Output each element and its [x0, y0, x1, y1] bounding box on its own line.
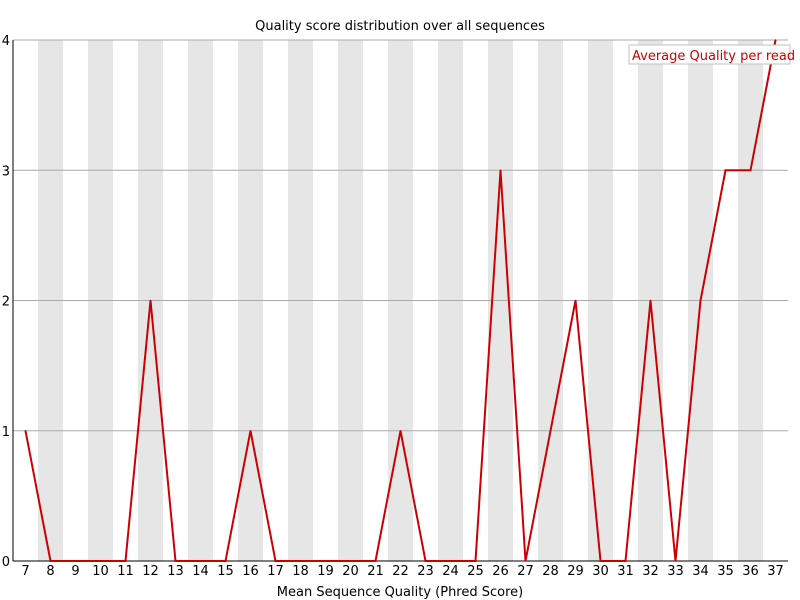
data-point-8: [49, 560, 52, 562]
data-point-32: [649, 299, 652, 302]
x-tick-label-22: 22: [392, 564, 409, 579]
x-tick-label-11: 11: [117, 564, 134, 579]
data-point-33: [674, 560, 677, 562]
y-tick-label-3: 3: [2, 164, 10, 179]
x-tick-label-34: 34: [692, 564, 709, 579]
x-tick-label-10: 10: [92, 564, 109, 579]
x-tick-label-9: 9: [71, 564, 79, 579]
data-point-26: [499, 169, 502, 172]
legend-box: [628, 44, 791, 65]
x-tick-labels: 7 8 9 10 11 12 13 14 15 16 17 18 19 20 21 22 23 24 25 26 27 2…: [21, 564, 783, 579]
y-tick-labels: 0 1 2 3 4: [2, 34, 10, 570]
x-tick-label-24: 24: [442, 564, 459, 579]
data-point-34: [699, 299, 702, 302]
data-point-23: [424, 560, 427, 562]
data-point-10: [99, 560, 102, 562]
x-tick-label-14: 14: [192, 564, 209, 579]
data-point-35: [724, 169, 727, 172]
data-point-7: [24, 429, 27, 432]
x-axis-label: Mean Sequence Quality (Phred Score): [277, 585, 523, 600]
data-point-36: [749, 169, 752, 172]
x-tick-label-15: 15: [217, 564, 234, 579]
data-point-9: [74, 560, 77, 562]
x-tick-label-29: 29: [567, 564, 584, 579]
data-point-12: [149, 299, 152, 302]
data-point-24: [449, 560, 452, 562]
x-tick-label-25: 25: [467, 564, 484, 579]
x-tick-label-17: 17: [267, 564, 284, 579]
x-tick-label-36: 36: [742, 564, 759, 579]
data-point-30: [599, 560, 602, 562]
legend-label: Average Quality per read: [632, 49, 795, 64]
x-tick-label-23: 23: [417, 564, 434, 579]
x-tick-label-27: 27: [517, 564, 534, 579]
x-tick-label-26: 26: [492, 564, 509, 579]
x-tick-label-35: 35: [717, 564, 734, 579]
x-tick-label-30: 30: [592, 564, 609, 579]
data-point-15: [224, 560, 227, 562]
x-tick-label-33: 33: [667, 564, 684, 579]
x-tick-label-8: 8: [46, 564, 54, 579]
data-point-16: [249, 429, 252, 432]
y-tick-label-4: 4: [2, 34, 10, 49]
x-tick-label-12: 12: [142, 564, 159, 579]
data-point-28: [549, 429, 552, 432]
x-tick-label-32: 32: [642, 564, 659, 579]
x-tick-label-21: 21: [367, 564, 384, 579]
series-layer: [24, 39, 777, 562]
data-point-13: [174, 560, 177, 562]
data-point-17: [274, 560, 277, 562]
x-tick-label-7: 7: [21, 564, 29, 579]
data-point-18: [299, 560, 302, 562]
x-tick-label-13: 13: [167, 564, 184, 579]
legend: Average Quality per read: [628, 44, 795, 65]
x-tick-label-20: 20: [342, 564, 359, 579]
x-tick-label-37: 37: [767, 564, 784, 579]
x-tick-label-31: 31: [617, 564, 634, 579]
y-tick-label-2: 2: [2, 295, 10, 310]
x-tick-label-19: 19: [317, 564, 334, 579]
data-point-14: [199, 560, 202, 562]
y-tick-label-1: 1: [2, 425, 10, 440]
data-point-21: [374, 560, 377, 562]
x-tick-label-18: 18: [292, 564, 309, 579]
data-point-19: [324, 560, 327, 562]
chart-title: Quality score distribution over all sequ…: [255, 19, 545, 34]
y-tick-label-0: 0: [2, 555, 10, 570]
data-point-25: [474, 560, 477, 562]
data-point-20: [349, 560, 352, 562]
data-point-37: [774, 39, 777, 41]
data-point-11: [124, 560, 127, 562]
data-point-22: [399, 429, 402, 432]
data-point-29: [574, 299, 577, 302]
data-point-27: [524, 560, 527, 562]
axes: [12, 40, 788, 562]
data-point-31: [624, 560, 627, 562]
x-tick-label-28: 28: [542, 564, 559, 579]
x-tick-label-16: 16: [242, 564, 259, 579]
